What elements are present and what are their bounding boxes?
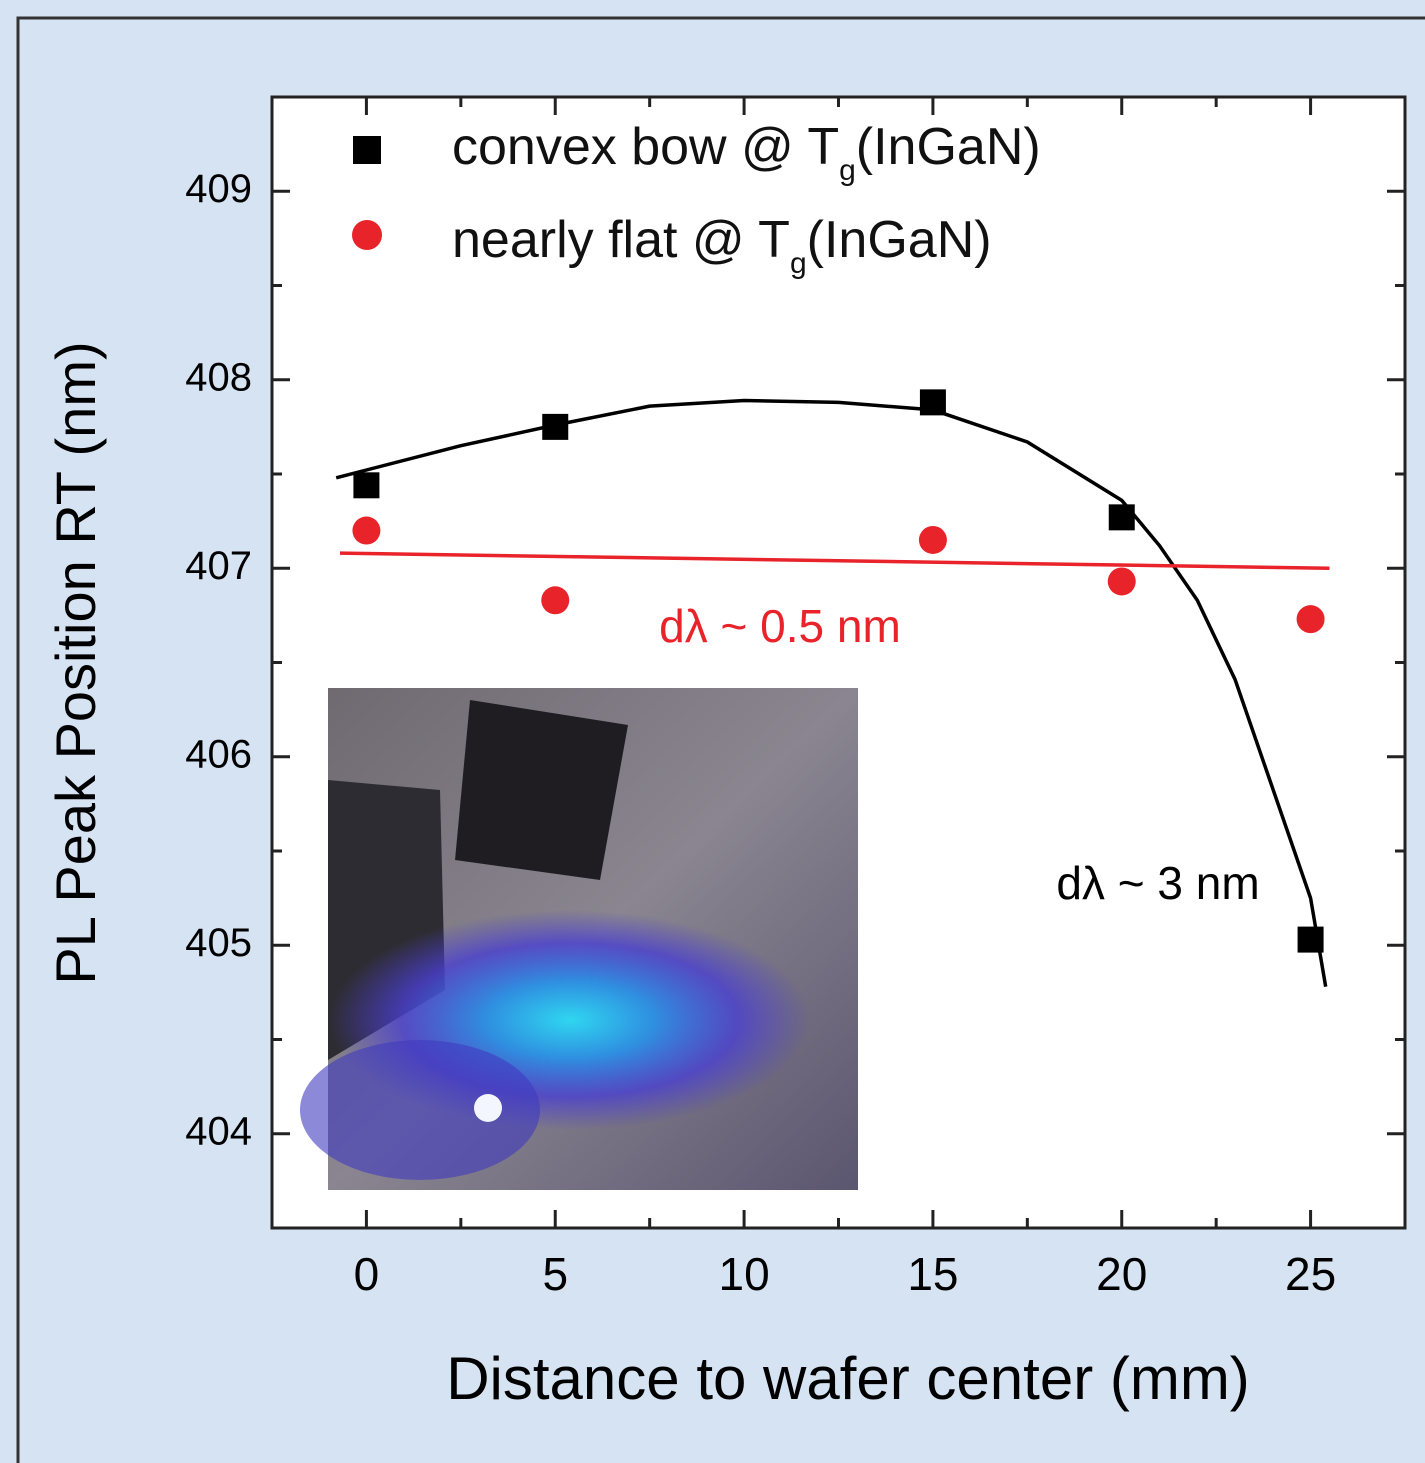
x-axis-label: Distance to wafer center (mm) — [446, 1345, 1250, 1412]
legend-label-part: (InGaN) — [856, 118, 1041, 176]
x-tick-label: 0 — [354, 1248, 380, 1300]
y-tick-label: 404 — [185, 1109, 252, 1153]
data-point — [352, 516, 381, 545]
x-tick-label: 10 — [718, 1248, 769, 1300]
legend-marker — [352, 220, 382, 250]
legend-label-part: nearly flat @ T — [452, 211, 790, 269]
data-point — [1296, 605, 1325, 634]
y-tick-label: 407 — [185, 544, 252, 588]
inset-photo — [300, 688, 858, 1190]
frame — [16, 16, 1425, 1463]
fit-line — [339, 551, 1330, 570]
y-tick-label: 408 — [185, 355, 252, 399]
legend-label-part: convex bow @ T — [452, 118, 839, 176]
x-tick-label: 20 — [1096, 1248, 1147, 1300]
data-point — [1108, 504, 1135, 531]
y-tick-label: 405 — [185, 921, 252, 965]
fit-line — [335, 398, 1328, 988]
legend-label: convex bow @ Tg(InGaN) — [452, 118, 1041, 187]
x-tick-label: 25 — [1285, 1248, 1336, 1300]
data-point — [541, 586, 570, 615]
legend-label-part: g — [839, 154, 856, 187]
y-tick-label: 409 — [185, 167, 252, 211]
legend-label-part: (InGaN) — [807, 211, 992, 269]
y-tick-label: 406 — [185, 732, 252, 776]
annotation: dλ ~ 3 nm — [1056, 857, 1259, 909]
legend-label: nearly flat @ Tg(InGaN) — [452, 211, 992, 280]
data-point — [918, 525, 947, 554]
x-tick-label: 15 — [907, 1248, 958, 1300]
x-tick-label: 5 — [542, 1248, 568, 1300]
data-point — [353, 472, 380, 499]
annotation: dλ ~ 0.5 nm — [659, 600, 901, 652]
legend-label-part: g — [790, 247, 807, 280]
legend-marker — [353, 136, 381, 164]
data-point — [1107, 567, 1136, 596]
y-axis-label: PL Peak Position RT (nm) — [44, 341, 107, 984]
